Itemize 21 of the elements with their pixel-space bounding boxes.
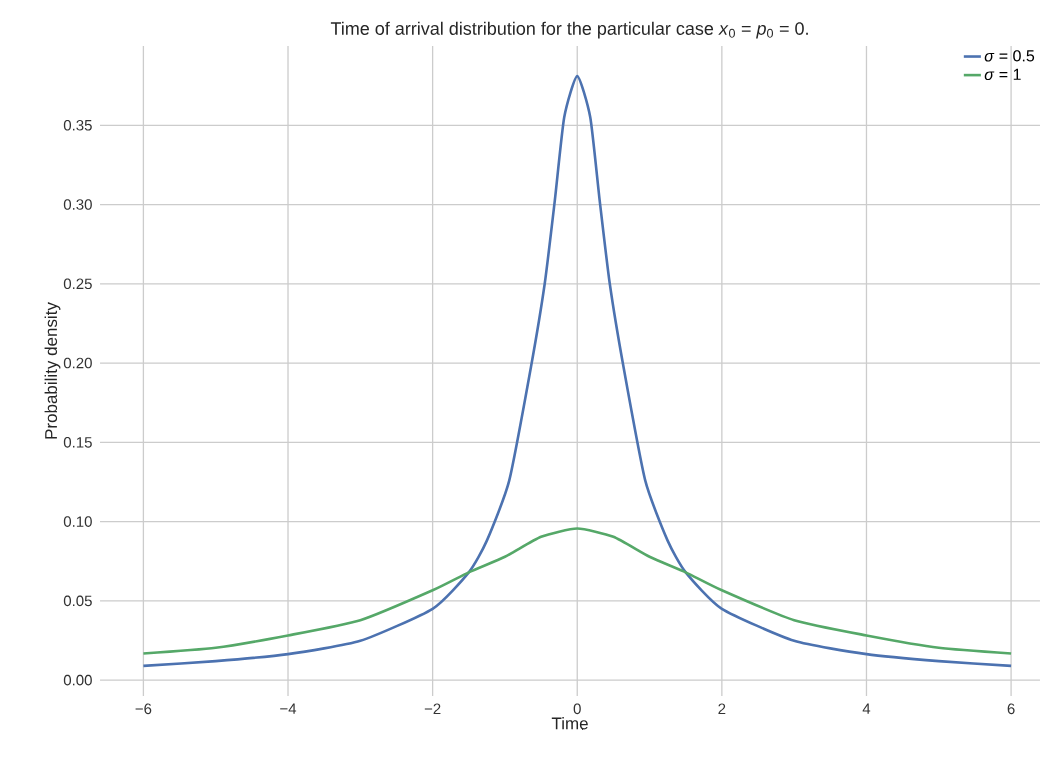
y-axis-title: Probability density	[44, 302, 61, 439]
y-tick-label: 0.25	[63, 278, 92, 290]
y-tick-label: 0.35	[63, 119, 92, 131]
x-tick-label: 0	[573, 703, 581, 715]
x-tick-label: 4	[862, 703, 871, 714]
x-tick-label: 2	[718, 703, 726, 714]
x-tick-label: −6	[135, 703, 152, 715]
y-tick-label: 0.00	[63, 674, 92, 686]
x-tick-label: −4	[280, 703, 297, 714]
x-tick-label: 6	[1007, 703, 1015, 715]
x-axis-title: Time	[551, 717, 588, 730]
legend-label: σ = 1	[984, 68, 1021, 81]
y-tick-label: 0.05	[63, 595, 92, 607]
x-tick-label: −2	[424, 703, 441, 714]
chart-title: Time of arrival distribution for the particular case x$_{0}$ = p$_{0}$ = 0.	[330, 21, 808, 39]
y-tick-label: 0.20	[63, 357, 92, 369]
legend-label: σ = 0.5	[984, 50, 1035, 62]
y-tick-label: 0.10	[63, 516, 92, 527]
y-tick-label: 0.30	[63, 199, 92, 210]
line-series	[142, 527, 1013, 655]
y-tick-label: 0.15	[63, 437, 92, 448]
